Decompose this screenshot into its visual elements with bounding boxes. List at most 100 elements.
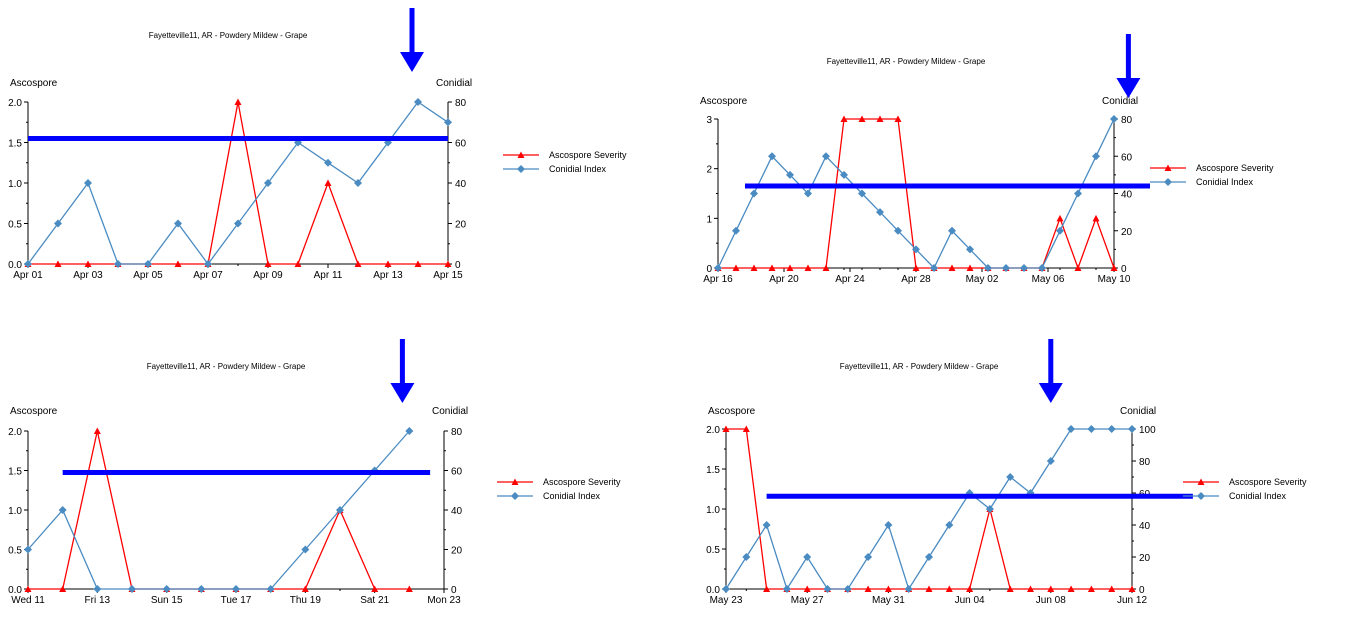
conidial-point [1092, 152, 1100, 161]
ascospore-point [804, 264, 812, 271]
x-tick-label: Apr 09 [253, 270, 283, 281]
ascospore-point [354, 260, 362, 267]
conidial-point [966, 245, 974, 254]
ascospore-point [894, 115, 902, 122]
ascospore-point [1047, 585, 1055, 592]
y-tick-label-right: 40 [451, 506, 463, 517]
conidial-point [1038, 264, 1046, 272]
ascospore-point [1006, 585, 1014, 592]
x-tick-label: Apr 24 [835, 274, 865, 285]
y-tick-label-left: 1.0 [8, 506, 22, 517]
x-tick-label: Mon 23 [427, 595, 461, 606]
x-tick-label: Sat 21 [360, 595, 389, 606]
y-axis-label-right: Conidial [432, 406, 468, 417]
x-tick-label: Apr 05 [133, 270, 163, 281]
y-tick-label-left: 1.0 [8, 179, 22, 190]
conidial-point [24, 545, 32, 554]
ascospore-point [24, 585, 32, 592]
y-tick-label-right: 80 [1139, 457, 1151, 468]
x-tick-label: Thu 19 [290, 595, 322, 606]
x-tick-label: May 06 [1032, 274, 1065, 285]
ascospore-point [884, 585, 892, 592]
legend-ascospore-marker [517, 151, 525, 158]
x-tick-label: Apr 01 [13, 270, 43, 281]
ascospore-point [945, 585, 953, 592]
conidial-point [93, 585, 102, 593]
ascospore-point [384, 260, 392, 267]
conidial-point [405, 427, 414, 435]
ascospore-point [444, 260, 452, 267]
legend-conidial-label: Conidial Index [549, 164, 607, 174]
y-axis-label-right: Conidial [1120, 406, 1156, 417]
y-tick-label-left: 0.0 [706, 585, 720, 596]
y-tick-label-right: 20 [455, 220, 467, 231]
y-tick-label-left: 1.5 [706, 465, 720, 476]
arrow-head [1116, 78, 1141, 98]
ascospore-point [1110, 264, 1118, 271]
conidial-point [948, 226, 956, 235]
conidial-point [768, 152, 776, 161]
chart-title: Fayetteville11, AR - Powdery Mildew - Gr… [147, 362, 306, 371]
conidial-point [197, 585, 206, 593]
y-tick-label-left: 2.0 [8, 98, 22, 109]
conidial-point [354, 179, 362, 187]
conidial-point [414, 98, 422, 106]
conidial-point [742, 553, 751, 561]
y-axis-label-left: Ascospore [708, 406, 756, 417]
ascospore-line [28, 430, 410, 590]
ascospore-point [54, 260, 62, 267]
conidial-point [1087, 425, 1096, 433]
ascospore-point [371, 585, 379, 592]
ascospore-point [234, 98, 242, 105]
ascospore-point [174, 260, 182, 267]
y-axis-label-left: Ascospore [700, 96, 748, 107]
x-tick-label: Apr 20 [769, 274, 799, 285]
ascospore-point [722, 425, 730, 432]
legend-conidial-marker [1164, 178, 1172, 186]
ascospore-point [1027, 585, 1034, 592]
conidial-point [782, 585, 791, 593]
conidial-point [301, 545, 310, 554]
x-tick-label: May 27 [791, 595, 824, 606]
conidial-point [822, 152, 830, 161]
ascospore-point [1074, 264, 1082, 271]
x-tick-label: May 02 [966, 274, 999, 285]
ascospore-point [264, 260, 272, 267]
y-tick-label-left: 1.0 [706, 505, 720, 516]
chart-panel-3: Fayetteville11, AR - Powdery Mildew - Gr… [8, 339, 621, 606]
x-tick-label: Apr 15 [433, 270, 463, 281]
conidial-point [1107, 425, 1116, 433]
ascospore-point [1092, 214, 1100, 222]
ascospore-line [726, 428, 1132, 590]
conidial-point [324, 158, 332, 167]
conidial-point [925, 553, 933, 561]
y-tick-label-right: 60 [451, 467, 463, 478]
x-tick-label: Tue 17 [221, 595, 252, 606]
y-tick-label-left: 2.0 [706, 425, 720, 436]
conidial-point [266, 585, 275, 593]
conidial-point [54, 219, 62, 228]
conidial-point [985, 505, 994, 513]
legend-conidial-label: Conidial Index [1229, 491, 1287, 501]
y-tick-label-right: 80 [1121, 115, 1133, 126]
y-tick-label-right: 0 [1121, 264, 1127, 275]
legend-ascospore-label: Ascospore Severity [1196, 163, 1274, 173]
conidial-point [894, 226, 902, 235]
conidial-line [27, 430, 410, 590]
conidial-point [945, 521, 954, 529]
y-axis-label-right: Conidial [1102, 96, 1138, 107]
ascospore-point [763, 585, 771, 592]
conidial-point [930, 264, 938, 272]
ascospore-point [876, 115, 884, 122]
conidial-point [234, 219, 242, 228]
x-tick-label: Apr 28 [901, 274, 931, 285]
ascospore-point [1108, 585, 1116, 592]
conidial-point [1002, 264, 1010, 272]
conidial-point [722, 585, 730, 593]
legend-conidial-marker [511, 492, 519, 500]
y-tick-label-right: 0 [1139, 585, 1145, 596]
arrow-head [390, 383, 415, 403]
conidial-point [858, 189, 866, 198]
arrow-head [400, 52, 424, 72]
